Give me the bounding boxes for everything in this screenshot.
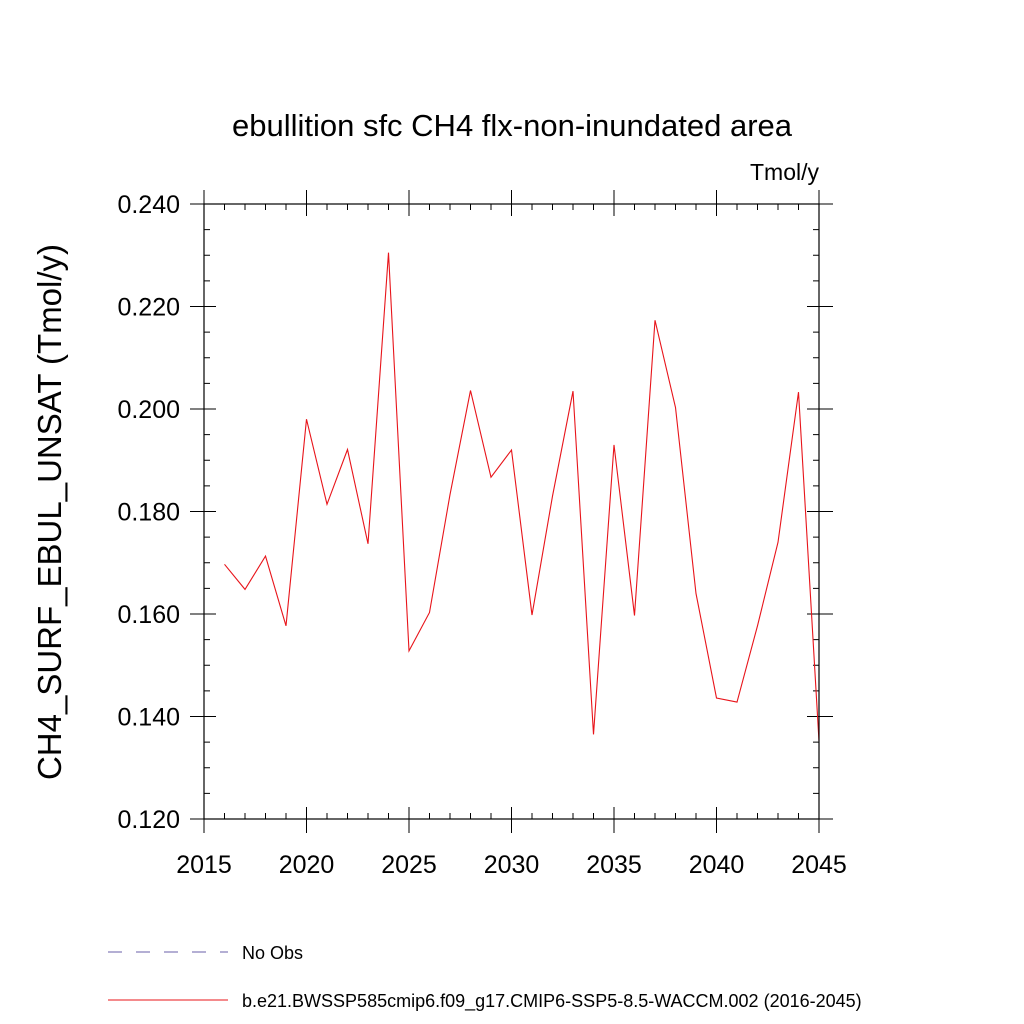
y-tick-label: 0.240	[117, 191, 180, 219]
y-tick-label: 0.120	[117, 806, 180, 834]
x-tick-label: 2045	[791, 851, 847, 879]
legend-label-1: b.e21.BWSSP585cmip6.f09_g17.CMIP6-SSP5-8…	[242, 991, 862, 1012]
x-tick-label: 2035	[586, 851, 642, 879]
x-tick-label: 2025	[381, 851, 437, 879]
legend: No Obs b.e21.BWSSP585cmip6.f09_g17.CMIP6-…	[108, 943, 862, 1012]
x-tick-label: 2030	[484, 851, 540, 879]
y-tick-label: 0.160	[117, 601, 180, 629]
units-label: Tmol/y	[750, 159, 820, 185]
series-line-1	[224, 252, 820, 742]
y-axis-label: CH4_SURF_EBUL_UNSAT (Tmol/y)	[31, 244, 68, 780]
axes: 2015 2020 2025 2030 2035 2040 2045 0.120 0.140 0.…	[117, 190, 847, 879]
y-tick-label: 0.200	[117, 396, 180, 424]
y-tick-label: 0.220	[117, 294, 180, 322]
plot-frame	[203, 203, 820, 820]
y-tick-label: 0.180	[117, 499, 180, 527]
x-tick-label: 2040	[689, 851, 745, 879]
plot-area	[224, 252, 820, 742]
x-tick-label: 2015	[176, 851, 232, 879]
y-tick-label: 0.140	[117, 704, 180, 732]
legend-label-0: No Obs	[242, 943, 303, 963]
x-tick-label: 2020	[279, 851, 335, 879]
chart-title: ebullition sfc CH4 flx-non-inundated are…	[232, 108, 793, 143]
